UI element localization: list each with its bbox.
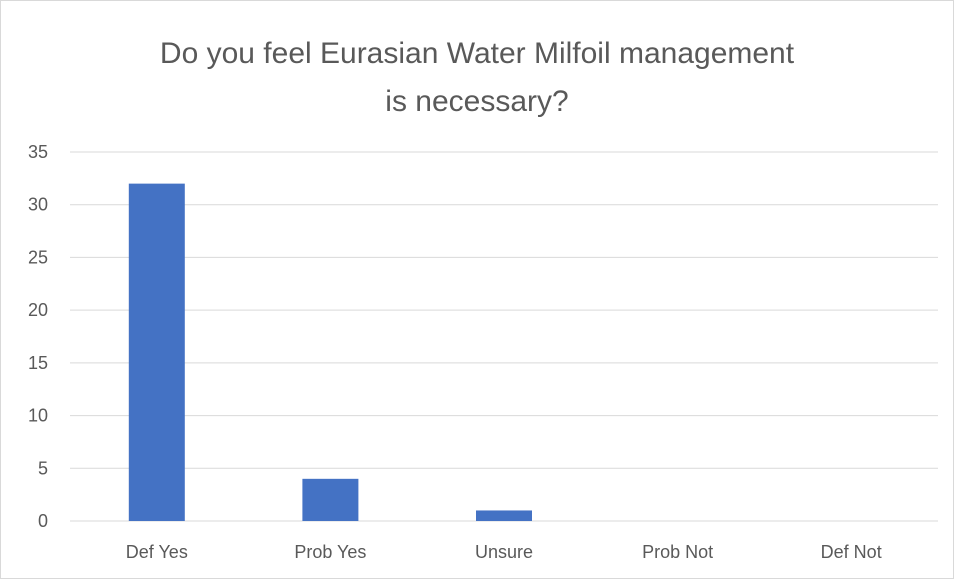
bar bbox=[302, 478, 359, 521]
x-tick-label: Unsure bbox=[475, 542, 533, 562]
chart-title-line-1: Do you feel Eurasian Water Milfoil manag… bbox=[159, 37, 795, 70]
bar bbox=[128, 183, 185, 521]
x-tick-label: Prob Yes bbox=[294, 542, 366, 562]
x-tick-label: Def Not bbox=[821, 542, 882, 562]
bar bbox=[476, 510, 532, 521]
y-tick-label: 0 bbox=[38, 511, 48, 531]
y-tick-label: 25 bbox=[28, 247, 48, 267]
y-tick-label: 10 bbox=[28, 406, 48, 426]
chart-title: Do you feel Eurasian Water Milfoil manag… bbox=[0, 30, 954, 126]
y-tick-label: 15 bbox=[28, 353, 48, 373]
y-tick-label: 30 bbox=[28, 195, 48, 215]
y-tick-label: 20 bbox=[28, 300, 48, 320]
chart-title-line-2: is necessary? bbox=[385, 85, 569, 118]
y-tick-label: 35 bbox=[28, 142, 48, 162]
x-tick-label: Prob Not bbox=[642, 542, 713, 562]
y-tick-label: 5 bbox=[38, 458, 48, 478]
x-tick-label: Def Yes bbox=[126, 542, 188, 562]
